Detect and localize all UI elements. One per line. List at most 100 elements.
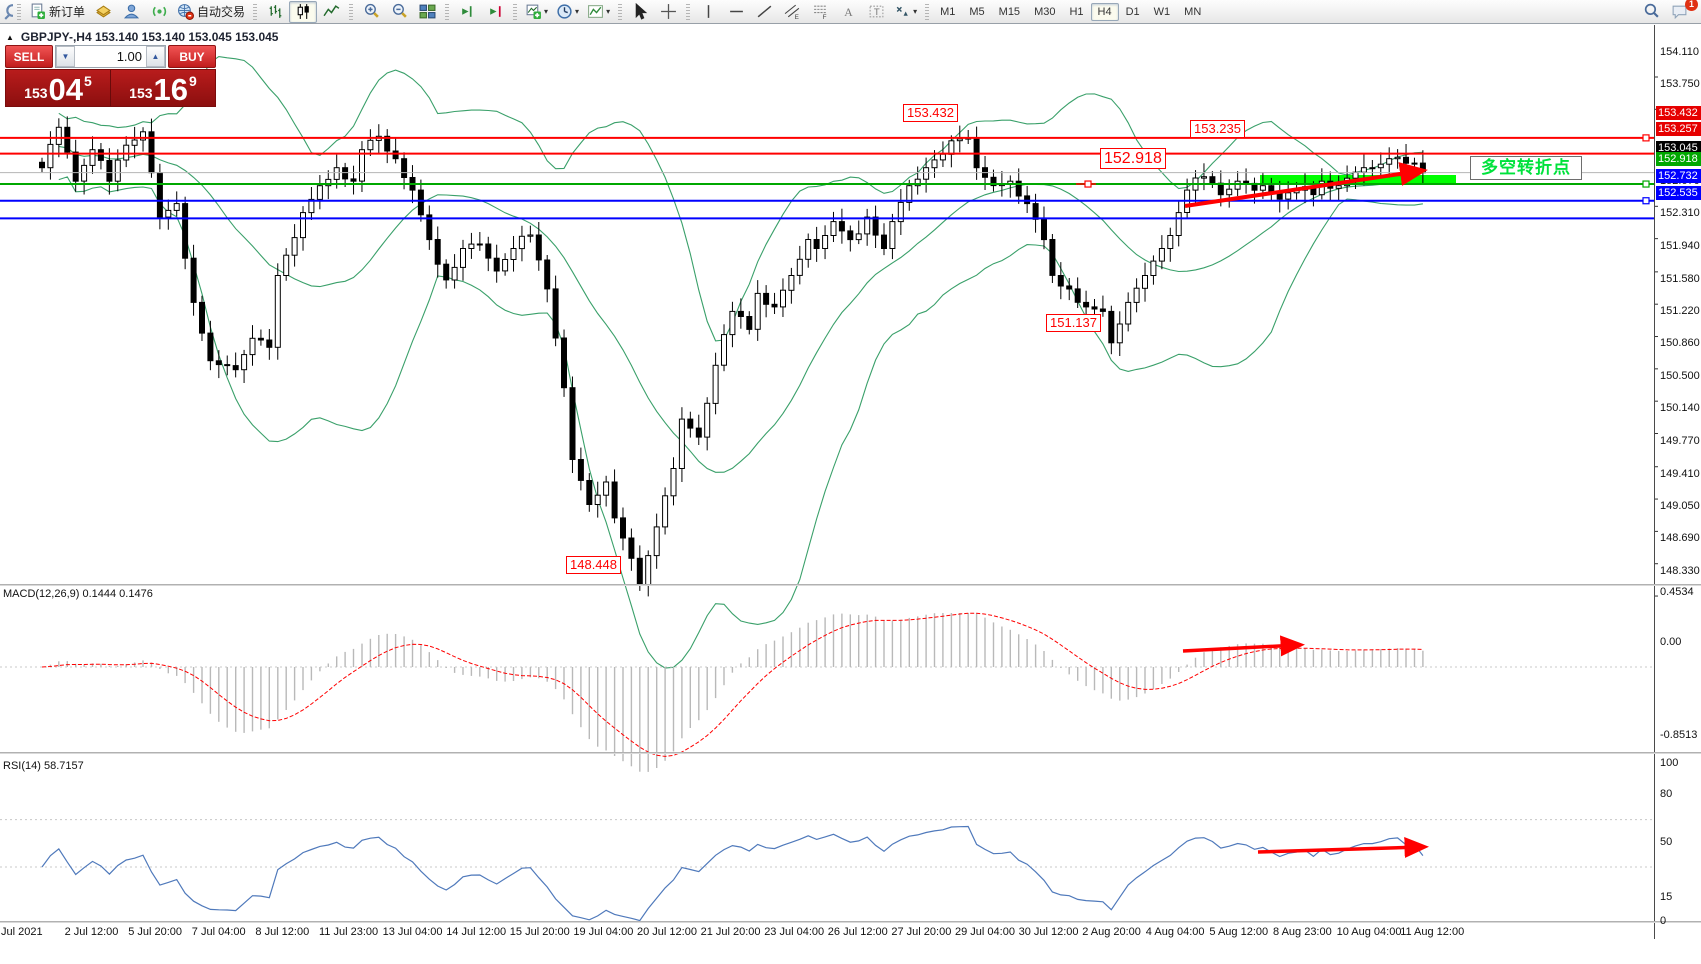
- bid-pips: 04: [48, 72, 84, 107]
- panel-separator[interactable]: [0, 921, 1701, 923]
- price-callout[interactable]: 152.918: [1100, 148, 1166, 169]
- price-chart-canvas[interactable]: [0, 25, 1701, 964]
- new-order-label: 新订单: [49, 5, 86, 19]
- macd-indicator: [0, 612, 1654, 772]
- rsi-name: RSI(14): [3, 760, 41, 772]
- new-order-icon: [31, 3, 45, 19]
- auto-scroll-button[interactable]: [453, 1, 481, 23]
- price-callout[interactable]: 151.137: [1046, 314, 1101, 332]
- search-button[interactable]: [1637, 1, 1665, 23]
- auto-scroll-icon: [461, 6, 472, 17]
- trendline-button[interactable]: [750, 1, 778, 23]
- svg-text:E: E: [794, 14, 798, 20]
- fibonacci-icon: F: [813, 5, 826, 20]
- new-chart-button[interactable]: ▾: [521, 1, 552, 23]
- toolbar-grip: [349, 3, 354, 20]
- chevron-down-icon: ▾: [544, 7, 549, 16]
- timeframe-H1[interactable]: H1: [1069, 5, 1084, 18]
- chart-shift-button[interactable]: [481, 1, 509, 23]
- bollinger-bands: [58, 56, 1423, 669]
- ask-pipette: 9: [189, 73, 197, 89]
- candlestick-chart-button[interactable]: [289, 0, 318, 23]
- rsi-label: RSI(14) 58.7157: [3, 760, 84, 772]
- toolbar-grip: [686, 3, 691, 20]
- rsi-value: 58.7157: [43, 760, 84, 772]
- new-chart-icon: [526, 4, 541, 19]
- timeframe-H4[interactable]: H4: [1090, 2, 1119, 21]
- horizontal-level-lines[interactable]: [0, 76, 1658, 597]
- signals-button[interactable]: [145, 1, 173, 23]
- shapes-icon: [896, 6, 908, 16]
- volume-decrease-button[interactable]: ▼: [56, 46, 75, 67]
- one-click-trading-panel: SELL ▼ 1.00 ▲ BUY 153 04 5 153 16 9: [5, 45, 216, 107]
- panel-separator[interactable]: [0, 752, 1701, 754]
- bid-price[interactable]: 153 04 5: [6, 70, 110, 106]
- toolbar-grip: [17, 3, 21, 20]
- collapse-trade-panel-icon[interactable]: ▲: [6, 32, 14, 42]
- ask-price[interactable]: 153 16 9: [110, 70, 215, 106]
- zoom-in-button[interactable]: [357, 1, 385, 23]
- svg-text:A: A: [844, 6, 853, 19]
- periods-button[interactable]: ▾: [552, 1, 583, 23]
- indicators-button[interactable]: ▾: [583, 1, 614, 23]
- sell-button[interactable]: SELL: [5, 45, 53, 68]
- broker-chat-button[interactable]: [117, 1, 145, 23]
- volume-box: ▼ 1.00 ▲: [55, 45, 166, 68]
- cursor-button[interactable]: [626, 1, 654, 23]
- channel-icon: E: [784, 4, 799, 20]
- price-callout[interactable]: 153.432: [903, 104, 958, 122]
- text-label-button[interactable]: T: [862, 1, 890, 23]
- timeframe-M5[interactable]: M5: [969, 5, 985, 18]
- history-center-button[interactable]: [89, 1, 117, 23]
- chart-shift-icon: [489, 6, 501, 17]
- macd-values: 0.1444 0.1476: [82, 588, 153, 600]
- tile-windows-button[interactable]: [413, 1, 441, 23]
- macd-name: MACD(12,26,9): [3, 588, 80, 600]
- timeframe-D1[interactable]: D1: [1125, 5, 1140, 18]
- equidistant-channel-button[interactable]: E: [778, 1, 806, 23]
- new-order-button[interactable]: 新订单: [25, 1, 89, 23]
- panel-separator[interactable]: [0, 584, 1701, 586]
- line-chart-button[interactable]: [317, 1, 345, 23]
- toolbar-grip: [618, 3, 623, 20]
- bar-chart-button[interactable]: [261, 1, 289, 23]
- price-callout[interactable]: 153.235: [1190, 120, 1245, 138]
- buy-button[interactable]: BUY: [168, 45, 216, 68]
- auto-trading-button[interactable]: 自动交易: [173, 1, 249, 23]
- vertical-line-button[interactable]: [694, 1, 722, 23]
- timeframe-W1[interactable]: W1: [1153, 5, 1171, 18]
- turning-point-text-label[interactable]: 多空转折点: [1470, 156, 1582, 180]
- ask-pips: 16: [153, 72, 189, 107]
- arrows-button[interactable]: ▾: [890, 1, 921, 23]
- bid-ask-display: 153 04 5 153 16 9: [5, 69, 216, 107]
- volume-increase-button[interactable]: ▲: [146, 46, 165, 67]
- zoom-in-icon: [364, 3, 379, 18]
- trend-arrows[interactable]: [1182, 162, 1429, 859]
- price-callout[interactable]: 148.448: [566, 556, 621, 574]
- crosshair-button[interactable]: [654, 1, 682, 23]
- timeframe-M15[interactable]: M15: [998, 5, 1021, 18]
- crosshair-icon: [660, 4, 676, 19]
- tile-windows-icon: [419, 4, 435, 19]
- symbol-header: ▲ GBPJPY-,H4 153.140 153.140 153.045 153…: [6, 30, 278, 44]
- horizontal-line-icon: [729, 10, 743, 13]
- mt4-terminal: { "toolbar": { "new_order_label": "新订单",…: [0, 0, 1701, 939]
- timeframe-M30[interactable]: M30: [1034, 5, 1056, 18]
- signal-icon: [152, 6, 166, 17]
- chevron-down-icon: ▾: [606, 7, 611, 16]
- auto-trading-icon: [178, 4, 195, 20]
- timeframe-MN[interactable]: MN: [1184, 5, 1202, 18]
- notifications-button[interactable]: 1: [1665, 0, 1698, 23]
- timeframe-M1[interactable]: M1: [940, 5, 956, 18]
- fibonacci-button[interactable]: F: [806, 1, 834, 23]
- trendline-icon: [757, 5, 771, 18]
- auto-trading-label: 自动交易: [197, 5, 246, 19]
- zoom-out-button[interactable]: [385, 1, 413, 23]
- indicators-icon: [588, 5, 603, 18]
- volume-input[interactable]: 1.00: [116, 49, 142, 64]
- text-button[interactable]: A: [834, 1, 862, 23]
- horizontal-line-button[interactable]: [722, 1, 750, 23]
- line-chart-icon: [322, 5, 339, 17]
- rsi-indicator: [0, 819, 1654, 923]
- chart-window[interactable]: [0, 25, 1701, 939]
